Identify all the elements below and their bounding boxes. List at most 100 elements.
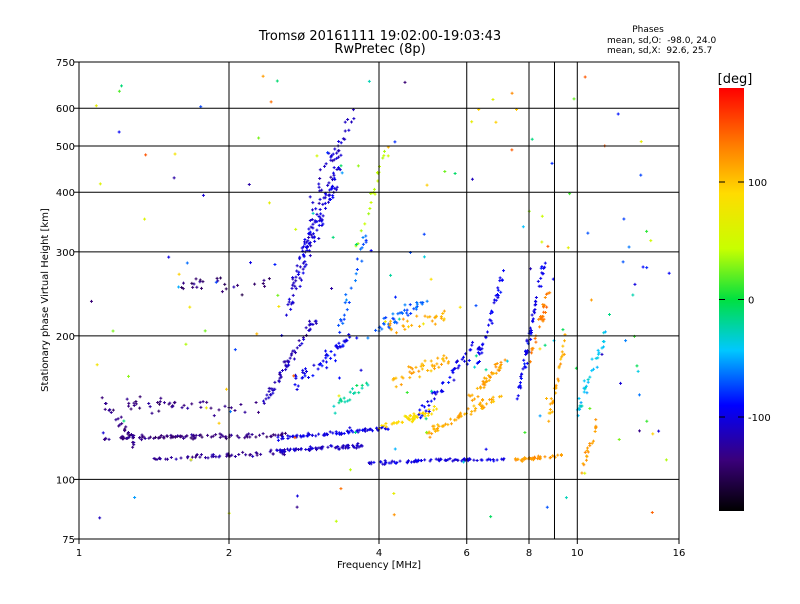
echo-point — [331, 194, 335, 198]
echo-point — [585, 449, 589, 453]
echo-point — [128, 433, 132, 437]
echo-point — [330, 186, 334, 190]
echo-point — [421, 322, 425, 326]
echo-point — [585, 454, 589, 458]
echo-point — [307, 236, 311, 240]
echo-point — [295, 435, 299, 439]
echo-point — [251, 454, 255, 458]
echo-point — [278, 371, 282, 375]
echo-point — [289, 302, 293, 306]
echo-point — [152, 436, 156, 440]
echo-point — [263, 284, 267, 288]
echo-point — [530, 351, 534, 355]
echo-point — [547, 419, 551, 423]
echo-point — [357, 391, 361, 395]
x-tick-label: 8 — [526, 548, 532, 559]
echo-point — [405, 391, 409, 395]
echo-point — [582, 379, 586, 383]
echo-point — [130, 432, 134, 436]
echo-point — [335, 168, 339, 172]
echo-point — [390, 459, 394, 463]
echo-point — [412, 307, 416, 311]
echo-point — [442, 317, 446, 321]
echo-point — [292, 374, 296, 378]
echo-point — [223, 282, 227, 286]
echo-point — [414, 365, 418, 369]
echo-point — [482, 405, 486, 409]
echo-point — [529, 457, 533, 461]
echo-point — [344, 338, 348, 342]
echo-point — [233, 348, 237, 352]
echo-point — [545, 396, 549, 400]
echo-point — [250, 433, 254, 437]
echo-point — [367, 462, 371, 466]
echo-point — [314, 207, 318, 211]
echo-point — [309, 322, 313, 326]
echo-point — [292, 349, 296, 353]
echo-point — [423, 359, 427, 363]
echo-point — [218, 432, 222, 436]
y-axis-ticks: 75 100 200 300 400 500 600 750 — [56, 58, 79, 546]
stats-heading: Phases — [632, 25, 664, 35]
echo-point — [367, 79, 371, 83]
echo-point — [254, 400, 258, 404]
echo-point — [301, 370, 305, 374]
echo-point — [246, 435, 250, 439]
echo-point — [203, 329, 207, 333]
echo-point — [521, 367, 525, 371]
echo-point — [586, 446, 590, 450]
echo-point — [475, 458, 479, 462]
echo-point — [330, 286, 334, 290]
echo-point — [198, 278, 202, 282]
echo-point — [218, 435, 222, 439]
echo-point — [320, 188, 324, 192]
echo-point — [499, 394, 503, 398]
echo-point — [203, 456, 207, 460]
echo-point — [314, 446, 318, 450]
echo-point — [98, 182, 102, 186]
echo-point — [192, 433, 196, 437]
echo-point — [326, 354, 330, 358]
y-tick-label: 400 — [56, 188, 75, 199]
echo-point — [210, 455, 214, 459]
echo-point — [487, 378, 491, 382]
echo-point — [488, 398, 492, 402]
echo-point — [485, 330, 489, 334]
echo-point — [389, 273, 393, 277]
echo-point — [180, 406, 184, 410]
echo-point — [651, 432, 655, 436]
echo-point — [301, 271, 305, 275]
echo-point — [343, 301, 347, 305]
echo-point — [245, 433, 249, 437]
echo-point — [273, 263, 277, 267]
echo-point — [100, 396, 104, 400]
echo-point — [182, 436, 186, 440]
echo-point — [323, 201, 327, 205]
echo-point — [307, 232, 311, 236]
echo-point — [632, 334, 636, 338]
echo-point — [572, 97, 576, 101]
echo-point — [278, 448, 282, 452]
echo-point — [271, 433, 275, 437]
colorbar-label: [deg] — [718, 72, 753, 87]
echo-point — [476, 351, 480, 355]
echo-point — [432, 427, 436, 431]
echo-point — [408, 376, 412, 380]
echo-point — [189, 458, 193, 462]
echo-point — [199, 405, 203, 409]
echo-point — [543, 265, 547, 269]
echo-point — [597, 351, 601, 355]
echo-point — [209, 406, 213, 410]
echo-point — [346, 399, 350, 403]
echo-point — [306, 434, 310, 438]
echo-point — [140, 433, 144, 437]
echo-point — [491, 395, 495, 399]
echo-point — [299, 435, 303, 439]
echo-point — [463, 359, 467, 363]
x-tick-label: 6 — [464, 548, 470, 559]
echo-point — [409, 365, 413, 369]
echo-point — [453, 172, 457, 176]
echo-point — [432, 404, 436, 408]
echo-point — [337, 341, 341, 345]
